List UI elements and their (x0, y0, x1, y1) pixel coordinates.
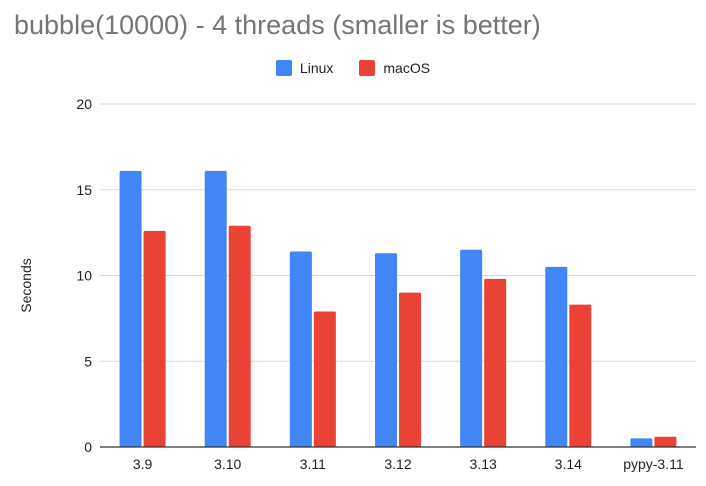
bar-linux (289, 251, 312, 447)
y-tick-label: 15 (76, 182, 92, 198)
legend-item-macos[interactable]: macOS (359, 60, 430, 76)
legend-swatch-linux (275, 60, 292, 76)
bar-linux (460, 249, 483, 447)
x-tick-label: 3.12 (384, 456, 411, 472)
x-tick-label: 3.9 (133, 456, 153, 472)
bar-macos (228, 225, 251, 447)
bar-linux (545, 266, 568, 447)
x-tick-label: pypy-3.11 (623, 456, 684, 472)
y-tick-label: 10 (76, 268, 92, 284)
legend: Linux macOS (0, 60, 706, 76)
bar-macos (313, 311, 336, 447)
y-tick-label: 20 (76, 96, 92, 112)
legend-label-macos: macOS (383, 60, 431, 76)
legend-item-linux[interactable]: Linux (275, 60, 334, 76)
legend-swatch-macos (359, 60, 376, 76)
bar-macos (143, 230, 166, 447)
x-tick-label: 3.10 (214, 456, 241, 472)
bar-linux (375, 253, 397, 447)
bar-linux (119, 170, 142, 447)
x-tick-label: 3.11 (300, 456, 326, 472)
bar-macos (484, 278, 507, 447)
bar-linux (630, 438, 653, 447)
bar-macos (399, 292, 421, 447)
bar-linux (204, 170, 227, 447)
bar-macos (654, 436, 677, 447)
x-tick-label: 3.14 (555, 456, 582, 472)
y-tick-label: 5 (84, 353, 92, 369)
y-axis-title: Seconds (18, 258, 34, 312)
chart-title: bubble(10000) - 4 threads (smaller is be… (14, 10, 541, 40)
x-tick-label: 3.13 (470, 456, 497, 472)
bar-macos (569, 304, 592, 447)
legend-label-linux: Linux (299, 60, 334, 76)
y-tick-label: 0 (84, 439, 92, 455)
